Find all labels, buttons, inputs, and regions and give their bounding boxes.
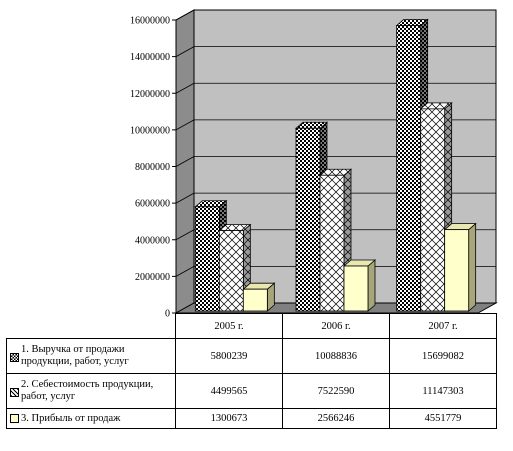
table-header-row: 2005 г. 2006 г. 2007 г. (6, 313, 497, 339)
gridline (175, 119, 195, 131)
y-tick-label: 14000000 (130, 52, 170, 63)
legend-entry-revenue: 1. Выручка от продажи продукции, работ, … (6, 338, 176, 374)
data-cell: 11147303 (389, 373, 497, 409)
legend-swatch-lattice (10, 388, 19, 397)
table-row: 3. Прибыль от продаж 1300673 2566246 455… (6, 408, 497, 429)
bar (319, 174, 345, 312)
legend-swatch-checker (10, 353, 19, 362)
data-cell: 5800239 (175, 338, 283, 374)
series-name: 2. Себестоимость продукции, работ, услуг (21, 379, 154, 402)
y-tick-label: 4000000 (135, 235, 170, 246)
gridline (175, 9, 195, 21)
y-tick-label: 10000000 (130, 125, 170, 136)
bar (295, 127, 321, 312)
gridline (175, 82, 195, 94)
data-cell: 10088836 (282, 338, 390, 374)
bar-side (468, 222, 477, 312)
data-cell: 15699082 (389, 338, 497, 374)
legend-entry-cost: 2. Себестоимость продукции, работ, услуг (6, 373, 176, 409)
table-row: 1. Выручка от продажи продукции, работ, … (6, 338, 497, 374)
bar (218, 230, 244, 312)
table-corner (6, 313, 176, 339)
y-tick-label: 12000000 (130, 89, 170, 100)
y-tick-label: 6000000 (135, 199, 170, 210)
legend-swatch-yellow (10, 414, 19, 423)
data-cell: 4551779 (389, 408, 497, 429)
y-tick-label: 2000000 (135, 272, 170, 283)
category-label: 2005 г. (175, 313, 283, 339)
data-cell: 1300673 (175, 408, 283, 429)
data-cell: 2566246 (282, 408, 390, 429)
category-label: 2006 г. (282, 313, 390, 339)
series-name: 3. Прибыль от продаж (21, 412, 121, 424)
bar (420, 108, 446, 312)
y-tick-label: 8000000 (135, 162, 170, 173)
data-cell: 7522590 (282, 373, 390, 409)
bar (194, 206, 220, 312)
y-tick-label: 16000000 (130, 16, 170, 27)
bar-side (367, 259, 376, 312)
gridline (175, 229, 195, 241)
bar (242, 288, 268, 312)
legend-entry-profit: 3. Прибыль от продаж (6, 408, 176, 429)
data-table: 2005 г. 2006 г. 2007 г. 1. Выручка от пр… (6, 313, 497, 429)
bar (396, 25, 422, 312)
y-axis: 0200000040000006000000800000010000000120… (130, 16, 177, 320)
gridline (175, 266, 195, 277)
bars (194, 18, 477, 312)
bar (343, 265, 369, 312)
category-label: 2007 г. (389, 313, 497, 339)
gridline (175, 192, 195, 204)
table-row: 2. Себестоимость продукции, работ, услуг… (6, 373, 497, 409)
series-name: 1. Выручка от продажи продукции, работ, … (21, 344, 129, 367)
gridline (175, 156, 195, 167)
gridline (175, 46, 195, 57)
data-cell: 4499565 (175, 373, 283, 409)
bar (444, 229, 470, 312)
